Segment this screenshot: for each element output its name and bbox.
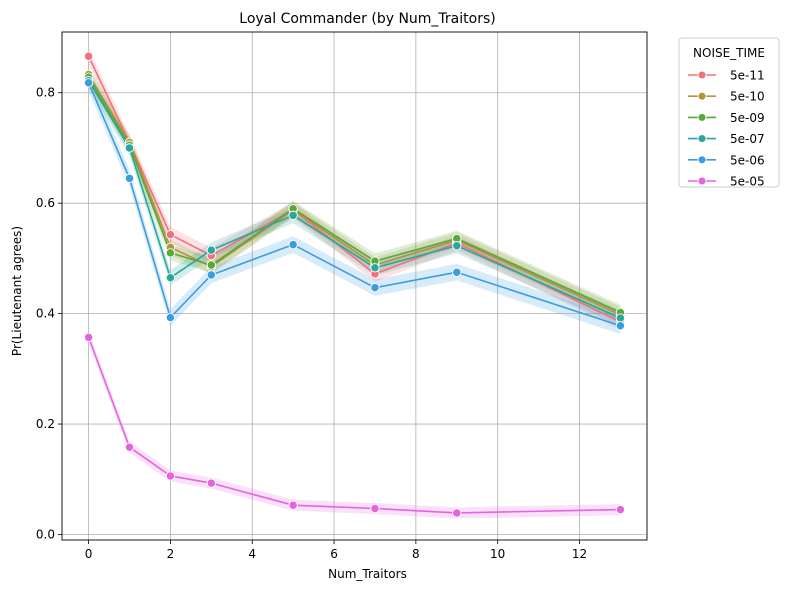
legend-item: 5e-11 — [688, 69, 765, 83]
chart-title: Loyal Commander (by Num_Traitors) — [239, 11, 495, 27]
axis-ticks: 0 2 4 6 8 10 12 0.0 0.2 0.4 0.6 0.8 — [36, 86, 587, 561]
data-point — [165, 471, 176, 481]
x-axis-label: Num_Traitors — [328, 567, 407, 581]
y-tick-label: 0.8 — [36, 86, 55, 100]
data-point — [165, 312, 176, 323]
confidence-band — [88, 74, 621, 334]
data-point — [165, 229, 176, 240]
legend-label: 5e-11 — [730, 69, 765, 83]
x-tick-label: 4 — [248, 547, 256, 561]
legend: NOISE_TIME 5e-11 5e-10 5e-09 5e-07 5e-06 5e-0… — [678, 37, 780, 189]
x-tick-label: 2 — [167, 547, 175, 561]
data-point — [452, 241, 462, 251]
legend-marker-swatch — [697, 176, 707, 186]
legend-label: 5e-07 — [730, 132, 765, 146]
series-line — [87, 74, 621, 316]
data-point — [83, 78, 94, 88]
data-point — [206, 260, 216, 270]
data-point — [452, 267, 462, 277]
y-axis-label: Pr(Lieutenant agrees) — [10, 226, 24, 356]
legend-marker-swatch — [697, 91, 707, 101]
series-line — [87, 76, 621, 314]
data-point — [452, 508, 462, 518]
series-lines — [87, 55, 621, 514]
data-point — [288, 239, 298, 250]
data-point — [615, 504, 626, 515]
data-point — [288, 210, 298, 220]
series-markers — [83, 51, 626, 518]
x-tick-label: 8 — [412, 547, 420, 561]
confidence-band — [88, 72, 621, 326]
legend-marker-swatch — [697, 155, 707, 165]
legend-label: 5e-10 — [730, 90, 765, 104]
y-tick-label: 0.4 — [36, 307, 55, 321]
data-point — [124, 173, 135, 183]
data-point — [83, 332, 94, 343]
x-tick-label: 6 — [330, 547, 338, 561]
legend-item: 5e-09 — [688, 111, 765, 125]
data-point — [206, 245, 216, 255]
data-point — [615, 321, 626, 331]
data-point — [83, 51, 94, 61]
series-line — [87, 82, 621, 327]
y-tick-label: 0.0 — [36, 527, 55, 541]
x-tick-label: 10 — [490, 547, 505, 561]
data-point — [615, 313, 626, 323]
legend-label: 5e-09 — [730, 111, 765, 125]
data-point — [206, 270, 216, 280]
data-point — [370, 263, 380, 273]
legend-item: 5e-05 — [688, 175, 765, 189]
data-point — [370, 283, 380, 293]
data-point — [124, 143, 135, 153]
legend-item: 5e-07 — [688, 132, 765, 146]
legend-marker-swatch — [697, 70, 707, 80]
series-line — [87, 337, 621, 514]
data-point — [288, 500, 298, 510]
legend-title: NOISE_TIME — [693, 46, 765, 60]
legend-item: 5e-06 — [688, 153, 765, 167]
plot-frame — [61, 31, 648, 541]
data-point — [124, 442, 135, 452]
legend-marker-swatch — [697, 134, 707, 144]
y-tick-label: 0.2 — [36, 417, 55, 431]
data-point — [206, 478, 216, 488]
legend-label: 5e-06 — [730, 153, 765, 167]
data-point — [370, 503, 380, 514]
legend-label: 5e-05 — [730, 175, 765, 189]
legend-item: 5e-10 — [688, 90, 765, 104]
legend-marker-swatch — [697, 112, 707, 122]
x-tick-label: 12 — [572, 547, 587, 561]
series-line — [87, 80, 621, 319]
data-point — [165, 248, 176, 258]
y-tick-label: 0.6 — [36, 196, 55, 210]
data-point — [165, 273, 176, 283]
x-tick-label: 0 — [85, 547, 93, 561]
